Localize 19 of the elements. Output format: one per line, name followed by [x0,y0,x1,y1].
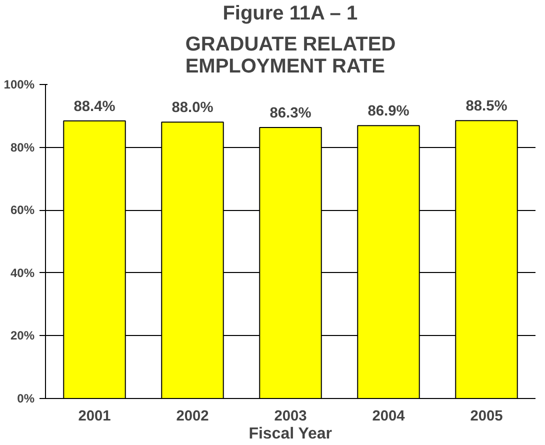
x-axis-title: Fiscal Year [248,426,332,442]
y-tick-label: 100% [4,78,35,92]
y-tick-label: 80% [10,140,35,154]
data-label: 86.9% [368,104,410,120]
x-tick-label: 2003 [274,408,307,424]
y-tick-label: 40% [10,266,35,280]
data-label: 88.4% [74,98,116,115]
data-label: 86.3% [270,106,312,122]
y-tick-label: 0% [17,392,35,406]
y-tick-label: 20% [10,328,35,343]
x-tick-label: 2002 [176,408,209,424]
x-tick-label: 2005 [470,408,503,424]
data-label: 88.5% [466,98,508,115]
y-tick-label: 60% [10,203,35,218]
x-tick-label: 2004 [372,408,406,424]
chart-title: Figure 11A – 1 [222,2,358,24]
x-tick-label: 2001 [78,408,111,424]
chart-subtitle: GRADUATE RELATED EMPLOYMENT RATE [185,34,396,78]
data-label: 88.0% [172,100,214,116]
